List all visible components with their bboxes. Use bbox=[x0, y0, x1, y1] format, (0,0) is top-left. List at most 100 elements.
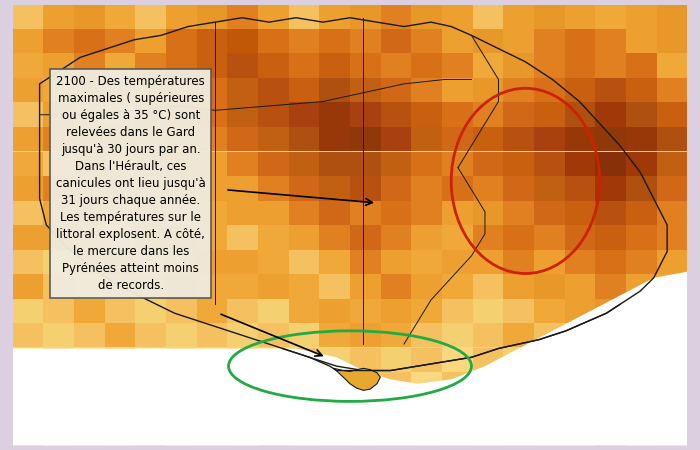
Bar bbox=[197, 225, 228, 249]
Bar bbox=[258, 298, 288, 323]
Bar bbox=[473, 54, 503, 78]
Bar bbox=[74, 298, 104, 323]
Bar bbox=[135, 54, 166, 78]
Bar bbox=[657, 274, 687, 298]
Bar bbox=[657, 54, 687, 78]
Bar bbox=[258, 4, 288, 29]
Bar bbox=[197, 298, 228, 323]
Bar bbox=[43, 29, 74, 54]
Bar bbox=[503, 372, 534, 396]
Bar bbox=[350, 298, 381, 323]
Bar bbox=[13, 152, 43, 176]
Bar bbox=[74, 421, 104, 446]
Bar bbox=[258, 29, 288, 54]
Bar bbox=[104, 249, 135, 274]
Bar bbox=[381, 78, 412, 103]
Bar bbox=[319, 152, 350, 176]
Bar bbox=[381, 225, 412, 249]
Bar bbox=[135, 152, 166, 176]
Bar bbox=[565, 347, 596, 372]
Bar bbox=[503, 103, 534, 127]
Bar bbox=[350, 372, 381, 396]
Bar bbox=[13, 274, 43, 298]
Bar bbox=[381, 249, 412, 274]
Bar bbox=[534, 54, 565, 78]
Bar bbox=[13, 103, 43, 127]
Bar bbox=[626, 127, 657, 152]
Bar bbox=[288, 54, 319, 78]
Bar bbox=[166, 323, 197, 347]
Bar bbox=[197, 274, 228, 298]
Bar bbox=[104, 103, 135, 127]
Bar bbox=[473, 176, 503, 201]
Bar bbox=[596, 298, 626, 323]
Bar bbox=[228, 127, 258, 152]
Bar bbox=[43, 396, 74, 421]
Bar bbox=[473, 298, 503, 323]
Bar bbox=[74, 274, 104, 298]
Bar bbox=[473, 372, 503, 396]
Bar bbox=[503, 152, 534, 176]
Bar bbox=[596, 152, 626, 176]
Bar bbox=[381, 347, 412, 372]
Bar bbox=[74, 127, 104, 152]
Bar bbox=[319, 249, 350, 274]
Bar bbox=[534, 396, 565, 421]
Bar bbox=[412, 152, 442, 176]
Bar bbox=[565, 103, 596, 127]
Bar bbox=[596, 274, 626, 298]
Bar bbox=[13, 29, 43, 54]
Bar bbox=[626, 274, 657, 298]
Bar bbox=[74, 4, 104, 29]
Bar bbox=[43, 201, 74, 225]
Bar bbox=[258, 249, 288, 274]
Bar bbox=[381, 323, 412, 347]
Bar bbox=[503, 347, 534, 372]
Bar bbox=[596, 54, 626, 78]
Bar bbox=[197, 29, 228, 54]
Bar bbox=[381, 372, 412, 396]
Bar bbox=[596, 421, 626, 446]
Bar bbox=[258, 225, 288, 249]
Bar bbox=[288, 298, 319, 323]
Bar bbox=[596, 225, 626, 249]
Bar bbox=[657, 249, 687, 274]
Bar bbox=[43, 372, 74, 396]
Polygon shape bbox=[13, 269, 700, 446]
Bar bbox=[135, 176, 166, 201]
Bar bbox=[104, 421, 135, 446]
Bar bbox=[288, 29, 319, 54]
Bar bbox=[13, 4, 43, 29]
Bar bbox=[534, 4, 565, 29]
Bar bbox=[288, 152, 319, 176]
Bar bbox=[412, 29, 442, 54]
Bar bbox=[473, 225, 503, 249]
Bar bbox=[166, 4, 197, 29]
Bar bbox=[13, 298, 43, 323]
Bar bbox=[442, 421, 472, 446]
Bar bbox=[565, 78, 596, 103]
Bar bbox=[228, 298, 258, 323]
Bar bbox=[350, 29, 381, 54]
Bar bbox=[503, 274, 534, 298]
Bar bbox=[13, 54, 43, 78]
Bar bbox=[166, 176, 197, 201]
Bar bbox=[13, 396, 43, 421]
Bar bbox=[381, 29, 412, 54]
Bar bbox=[43, 421, 74, 446]
Bar bbox=[442, 323, 472, 347]
Bar bbox=[288, 225, 319, 249]
Bar bbox=[473, 29, 503, 54]
Bar bbox=[473, 4, 503, 29]
Bar bbox=[228, 347, 258, 372]
Bar bbox=[319, 78, 350, 103]
Bar bbox=[258, 372, 288, 396]
Bar bbox=[626, 249, 657, 274]
Bar bbox=[565, 372, 596, 396]
Bar bbox=[442, 152, 472, 176]
Bar bbox=[104, 372, 135, 396]
Bar bbox=[74, 396, 104, 421]
Bar bbox=[135, 225, 166, 249]
Bar bbox=[350, 274, 381, 298]
Bar bbox=[565, 274, 596, 298]
